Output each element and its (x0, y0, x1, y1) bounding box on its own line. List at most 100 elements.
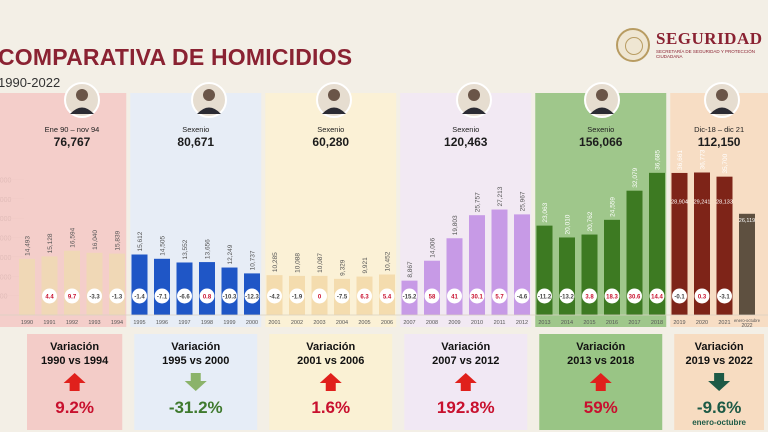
bar-value-label: 13,552 (182, 239, 189, 259)
portrait-head (328, 89, 340, 101)
x-tick-label: 1993 (88, 320, 100, 326)
variation-badge (424, 288, 440, 304)
variation-value: -9.6% (697, 398, 741, 417)
bar-value-label: 20,010 (565, 214, 572, 234)
variation-badge-label: 5.4 (383, 295, 392, 301)
variation-badge (87, 288, 102, 304)
x-tick-label: enero-octubre (734, 318, 761, 323)
x-tick-label: 2015 (583, 320, 595, 326)
period-panel (265, 93, 397, 327)
x-tick-label: 2006 (381, 320, 393, 326)
variation-badge-label: -1.9 (292, 295, 303, 301)
bar-value-label: 32,079 (632, 167, 639, 187)
period-caption: Sexenio (182, 125, 209, 134)
variation-badge-label: -3.1 (719, 295, 730, 301)
variation-badge-label: 0.3 (698, 295, 707, 301)
x-tick-label: 2016 (606, 320, 618, 326)
variation-badge-label: 58 (429, 295, 436, 301)
portrait-shoulders (462, 107, 486, 114)
x-tick-label: 2001 (268, 320, 280, 326)
period-total: 120,463 (444, 135, 488, 149)
arrow-up-icon (589, 373, 612, 391)
portrait-shoulders (197, 107, 221, 114)
variation-range: 2007 vs 2012 (432, 355, 499, 367)
page-title: COMPARATIVA DE HOMICIDIOS (0, 44, 353, 70)
x-tick-label: 2002 (291, 320, 303, 326)
variation-range: 1990 vs 1994 (41, 355, 109, 367)
period-total: 76,767 (54, 135, 91, 149)
bar (649, 172, 665, 315)
variation-badge-label: -3.3 (89, 295, 100, 301)
bar (154, 258, 170, 315)
period-caption: Sexenio (587, 125, 614, 134)
bar (424, 260, 440, 315)
variation-badge-label: 30.6 (629, 295, 641, 301)
variation-badge (177, 288, 192, 304)
period-panel (535, 93, 667, 327)
bar-value-label: 36,685 (655, 150, 662, 170)
period-caption: Sexenio (452, 125, 479, 134)
bar (86, 252, 103, 315)
bar-value-label: 36,773 (700, 149, 707, 169)
variation-badge (379, 288, 395, 304)
x-tick-label: 1995 (133, 320, 145, 326)
variation-badge (154, 288, 170, 304)
arrow-down-icon (708, 373, 731, 391)
variation-range: 2019 vs 2022 (685, 355, 752, 367)
portrait-head (596, 89, 608, 101)
variation-badge (559, 288, 575, 304)
variation-badge-label: 14.4 (651, 295, 663, 301)
x-tick-label: 1996 (156, 320, 168, 326)
bar-inner-label: 29,241 (694, 199, 711, 205)
x-tick-label: 2009 (448, 320, 460, 326)
bar-value-label: 35,700 (722, 153, 729, 173)
variation-badge (222, 288, 237, 304)
variation-badge (312, 288, 327, 304)
x-tick-label: 2007 (403, 320, 415, 326)
variation-badge-label: 0 (318, 295, 322, 301)
page-subtitle: 1990-2022 (0, 75, 61, 90)
x-tick-label: 1994 (111, 320, 123, 326)
arrow-up-icon (319, 373, 342, 391)
variation-value: 9.2% (55, 398, 94, 417)
variation-badge (334, 288, 350, 304)
bar-value-label: 9,329 (340, 259, 347, 276)
bar-value-label: 25,757 (475, 192, 482, 212)
x-tick-label: 2011 (494, 320, 506, 326)
variation-range: 2013 vs 2018 (567, 355, 634, 367)
variation-badge (514, 288, 530, 304)
variation-title: Variación (306, 341, 355, 353)
bar-value-label: 14,505 (160, 236, 167, 256)
variation-badge (109, 288, 125, 304)
period-caption: Dic-18 – dic 21 (694, 125, 744, 134)
bar (716, 176, 733, 315)
variation-value: 59% (584, 398, 618, 417)
bar-value-label: 10,452 (385, 251, 392, 271)
variation-title: Variación (576, 341, 625, 353)
x-tick-label: 1991 (43, 320, 55, 326)
x-tick-label: 2008 (426, 320, 438, 326)
bar (491, 209, 508, 315)
variation-badge-label: 5.7 (495, 295, 504, 301)
bar-value-label: 10,088 (295, 253, 302, 273)
bar (131, 254, 148, 315)
period-panel (400, 93, 532, 327)
variation-badge-label: 41 (451, 295, 458, 301)
variation-title: Variación (695, 341, 744, 353)
variation-badge-label: -1.4 (134, 295, 145, 301)
period-panel (130, 93, 262, 327)
x-tick-label: 1990 (21, 320, 33, 326)
bar-value-label: 26,119 (739, 218, 755, 224)
bar (739, 213, 755, 315)
portrait-head (203, 89, 215, 101)
portrait-head (716, 89, 728, 101)
bar-value-label: 14,006 (430, 237, 437, 257)
bar-value-label: 10,087 (317, 253, 324, 273)
variation-badge (537, 288, 552, 304)
bar-value-label: 15,839 (115, 230, 122, 250)
bar-value-label: 16,594 (70, 227, 77, 247)
variation-title: Variación (171, 341, 220, 353)
bar-value-label: 10,285 (272, 252, 279, 272)
variation-badge (42, 288, 57, 304)
bar-value-label: 25,967 (520, 191, 527, 211)
